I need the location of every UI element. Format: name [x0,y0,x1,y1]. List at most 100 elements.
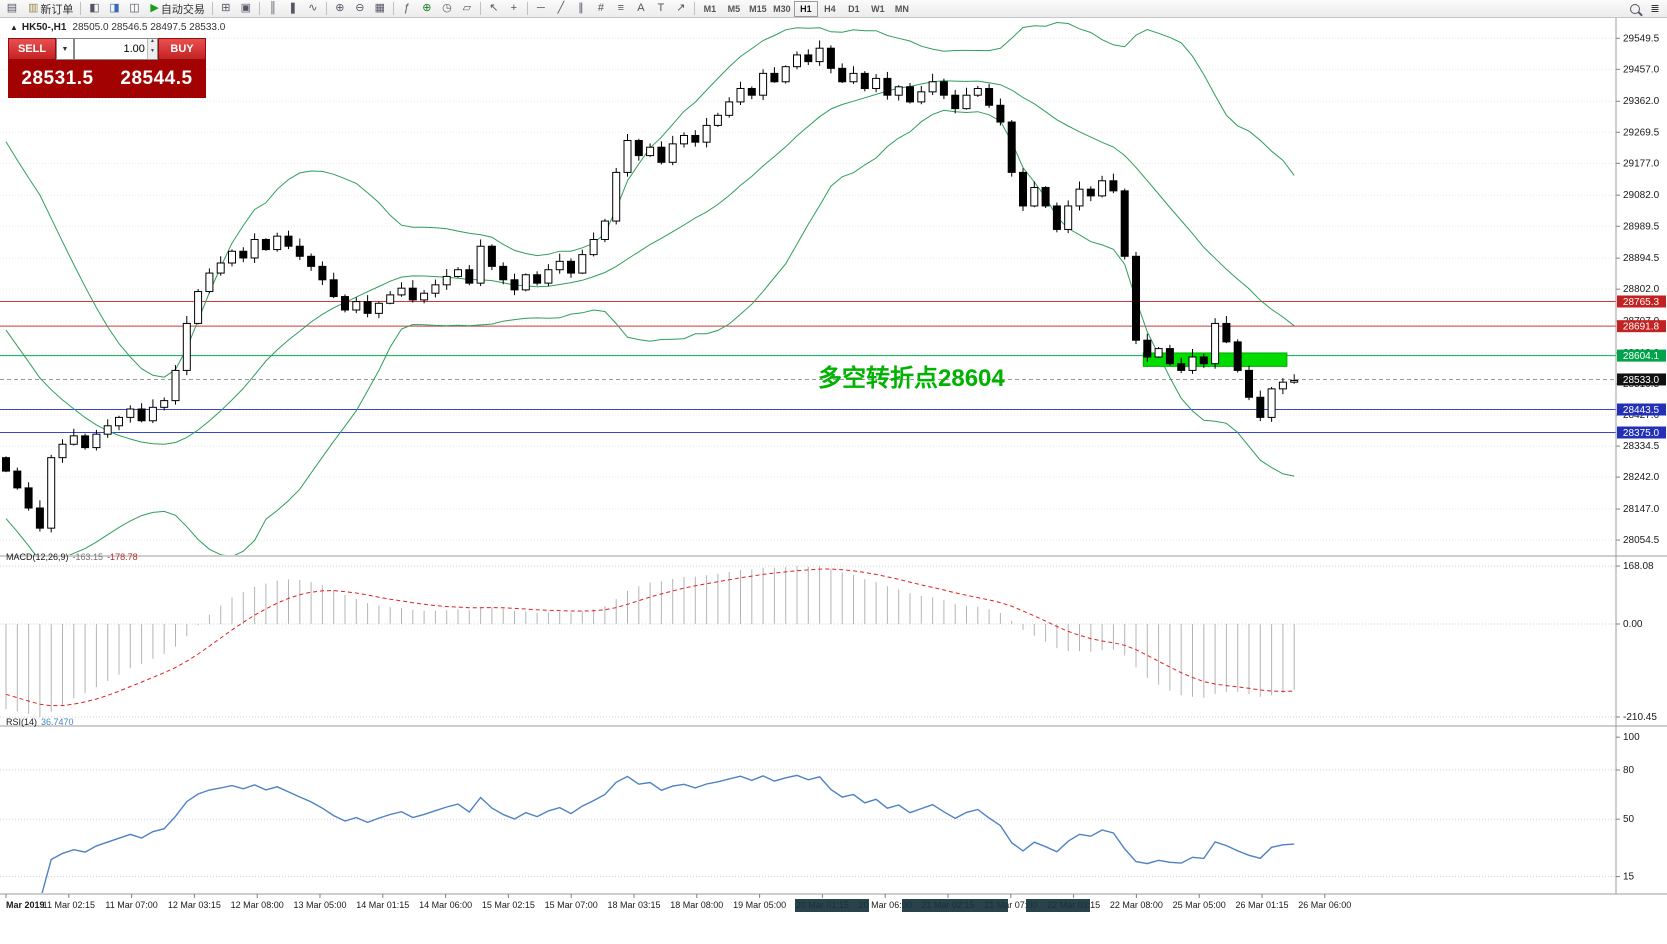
sell-button[interactable]: SELL [8,38,56,60]
add-indicator-icon[interactable]: ⊕ [417,1,437,17]
period-clock-icon[interactable]: ◷ [437,1,457,17]
stepper-down-icon[interactable]: ▼ [147,49,157,59]
search-icon[interactable] [1625,1,1645,17]
price-axis-label: 29082.0 [1623,190,1660,201]
rsi-indicator-label: RSI(14) 36.7470 [6,717,74,727]
macd-layer [5,566,1295,717]
price-axis-label: 28242.0 [1623,472,1660,483]
time-axis-label: 15 Mar 02:15 [482,900,535,910]
toolbars-menu-icon[interactable]: ≣ [1645,1,1665,17]
time-axis-label: 12 Mar 08:00 [231,900,284,910]
chart-title: ▲ HK50-,H1 28505.0 28546.5 28497.5 28533.0 [10,22,225,33]
price-axis-label: 28147.0 [1623,504,1660,515]
timeframe-MN[interactable]: MN [890,1,914,17]
selection-artifact [1026,899,1090,912]
volume-dropdown-icon[interactable]: ▼ [56,38,74,60]
price-axis-label: 29269.5 [1623,127,1660,138]
bollinger-lower-band [5,109,1295,555]
data-window-icon[interactable]: ◨ [104,1,124,17]
symbol-period-label: HK50-,H1 [21,22,67,33]
tile-windows-icon[interactable]: ▦ [370,1,390,17]
candlesticks [2,40,1299,533]
time-axis-label: 19 Mar 05:00 [733,900,786,910]
navigator-icon[interactable]: ◫ [124,1,144,17]
templates-icon[interactable]: ▱ [457,1,477,17]
time-axis-label: 14 Mar 01:15 [356,900,409,910]
channel-tool-icon[interactable]: ∥ [571,1,591,17]
timeframe-M30[interactable]: M30 [770,1,794,17]
price-badge-label: 28691.8 [1623,322,1660,333]
rsi-layer [41,774,1295,893]
bollinger-middle-band [5,80,1295,445]
label-tool-icon[interactable]: T [651,1,671,17]
timeframe-M1[interactable]: M1 [698,1,722,17]
new-chart-icon[interactable]: ⊞ [216,1,236,17]
crosshair-icon[interactable]: + [504,1,524,17]
rsi-axis-label: 15 [1623,872,1635,883]
market-watch-icon[interactable]: ◧ [84,1,104,17]
timeframe-M5[interactable]: M5 [722,1,746,17]
selection-artifact [902,899,1008,912]
new-order-button[interactable]: ▥ 新订单 [22,1,77,17]
ohlc-values: 28505.0 28546.5 28497.5 28533.0 [72,22,226,33]
volume-input[interactable] [75,39,147,59]
stepper-up-icon[interactable]: ▲ [147,39,157,49]
price-badge [1617,403,1666,416]
bar-chart-type-icon[interactable]: ║ [263,1,283,17]
toolbar-separator [80,2,82,15]
arrows-tool-icon[interactable]: ↗ [671,1,691,17]
timeframe-D1[interactable]: D1 [842,1,866,17]
grid-lines-icon[interactable]: ≡ [611,1,631,17]
time-axis-label: 15 Mar 07:00 [545,900,598,910]
timeframe-W1[interactable]: W1 [866,1,890,17]
price-badge [1617,373,1666,386]
price-badge-label: 28533.0 [1623,375,1660,386]
toolbar-separator [211,2,213,15]
candlestick-type-icon[interactable]: ❚ [283,1,303,17]
rsi-name: RSI(14) [6,717,38,727]
rsi-axis-label: 80 [1623,765,1635,776]
price-badge [1617,426,1666,439]
collapse-icon[interactable]: ▲ [10,23,18,32]
timeframe-M15[interactable]: M15 [746,1,770,17]
cursor-icon[interactable]: ↖ [484,1,504,17]
chart-window-icon[interactable]: ▤ [2,1,22,17]
chart-annotation-text[interactable]: 多空转折点28604 [818,365,1005,392]
time-axis-label: 11 Mar 07:00 [105,900,157,910]
price-badge [1617,320,1666,333]
price-axis-label: 29362.0 [1623,96,1660,107]
autotrade-button[interactable]: ▶ 自动交易 [144,1,208,17]
price-axis-label: 29177.0 [1623,158,1660,169]
zoom-out-icon[interactable]: ⊖ [350,1,370,17]
time-axis-label: 11 Mar 02:15 [43,900,95,910]
toolbar-separator [325,2,327,15]
timeframe-H1[interactable]: H1 [793,0,818,17]
line-chart-type-icon[interactable]: ∿ [303,1,323,17]
rsi-value: 36.7470 [41,717,74,727]
fibonacci-tool-icon[interactable]: # [591,1,611,17]
zoom-in-icon[interactable]: ⊕ [330,1,350,17]
time-axis-label: 25 Mar 05:00 [1173,900,1226,910]
toolbar-separator [526,2,528,15]
price-axis-label: 28989.5 [1623,221,1660,232]
trendline-tool-icon[interactable]: ╱ [551,1,571,17]
time-axis-label: 21 Mar 07:00 [984,900,1037,910]
price-axis-label: 28054.5 [1623,535,1660,546]
volume-stepper[interactable]: ▲ ▼ [146,39,157,59]
profiles-icon[interactable]: ▣ [236,1,256,17]
indicators-list-icon[interactable]: ƒ [397,1,417,17]
time-axis-label: 18 Mar 08:00 [670,900,723,910]
toolbar-separator [392,2,394,15]
hline-tool-icon[interactable]: ─ [531,1,551,17]
time-axis-label: 22 Mar 08:00 [1110,900,1163,910]
toolbar-separator [479,2,481,15]
price-badge [1617,295,1666,308]
macd-name: MACD(12,26,9) [6,552,69,562]
time-axis-label: 18 Mar 03:15 [607,900,660,910]
timeframe-H4[interactable]: H4 [818,1,842,17]
buy-button[interactable]: BUY [158,38,206,60]
time-axis-label: 14 Mar 06:00 [419,900,472,910]
text-tool-icon[interactable]: A [631,1,651,17]
